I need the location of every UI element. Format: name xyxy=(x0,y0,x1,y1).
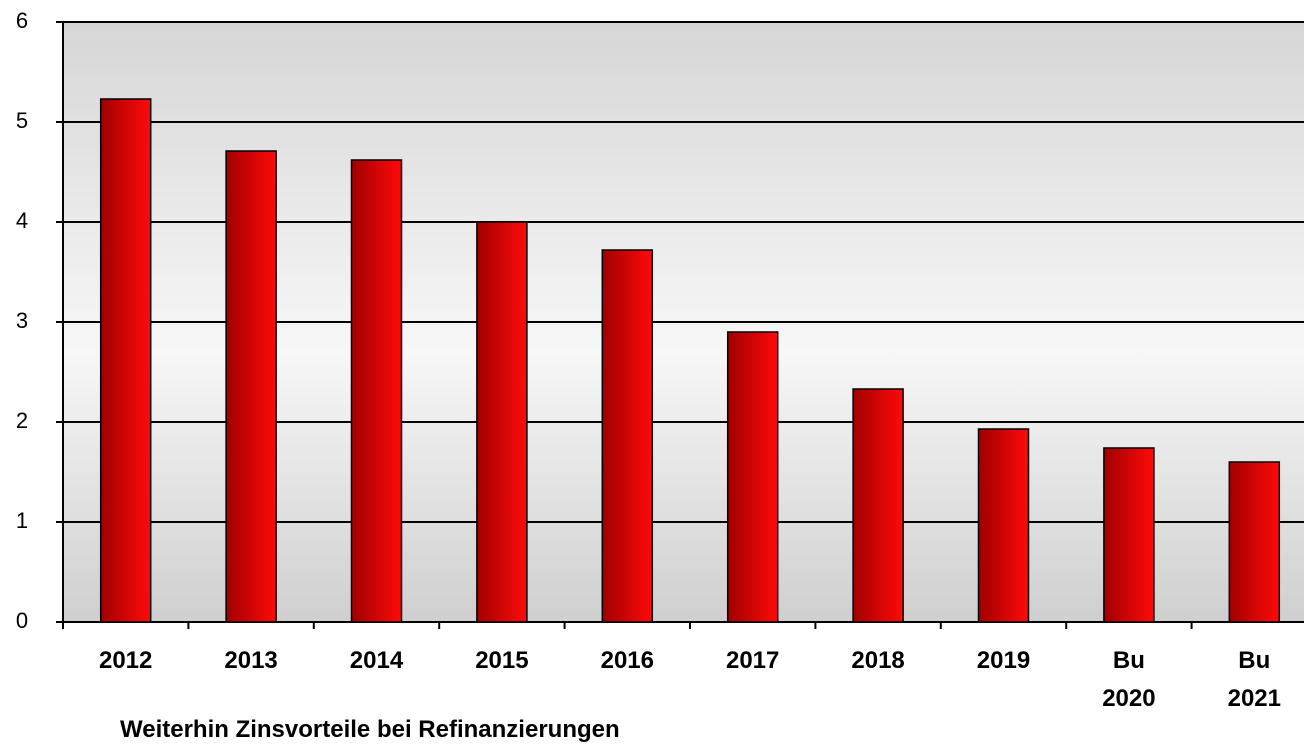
x-tick-label: 2016 xyxy=(600,647,654,674)
x-tick-label: 2014 xyxy=(349,647,404,674)
x-tick-label: 2013 xyxy=(224,647,278,674)
x-tick-label: 2017 xyxy=(725,647,780,674)
x-tick-label: 2019 xyxy=(976,647,1031,674)
chart-title: Weiterhin Zinsvorteile bei Refinanzierun… xyxy=(120,716,620,743)
y-tick-label: 0 xyxy=(16,608,28,633)
bar xyxy=(977,428,1030,623)
bar xyxy=(726,331,779,623)
y-tick-label: 6 xyxy=(16,8,28,33)
x-tick-label: Bu 2020 xyxy=(1102,647,1156,712)
bar xyxy=(350,159,403,623)
y-tick-label: 2 xyxy=(16,408,28,433)
x-tick-label: 2015 xyxy=(475,647,529,674)
bar xyxy=(852,388,904,623)
bar xyxy=(99,98,152,623)
y-tick-label: 1 xyxy=(16,508,28,533)
x-tick-label: 2018 xyxy=(851,647,905,674)
bar xyxy=(1228,461,1281,623)
y-tick-label: 4 xyxy=(16,208,28,233)
bar xyxy=(225,150,277,623)
bar xyxy=(601,249,654,623)
x-tick-label: 2012 xyxy=(98,647,153,674)
x-tick-label: Bu 2021 xyxy=(1227,647,1281,712)
y-tick-label: 3 xyxy=(16,308,28,333)
bar xyxy=(476,221,528,623)
bar xyxy=(1103,447,1155,623)
y-tick-label: 5 xyxy=(16,108,28,133)
